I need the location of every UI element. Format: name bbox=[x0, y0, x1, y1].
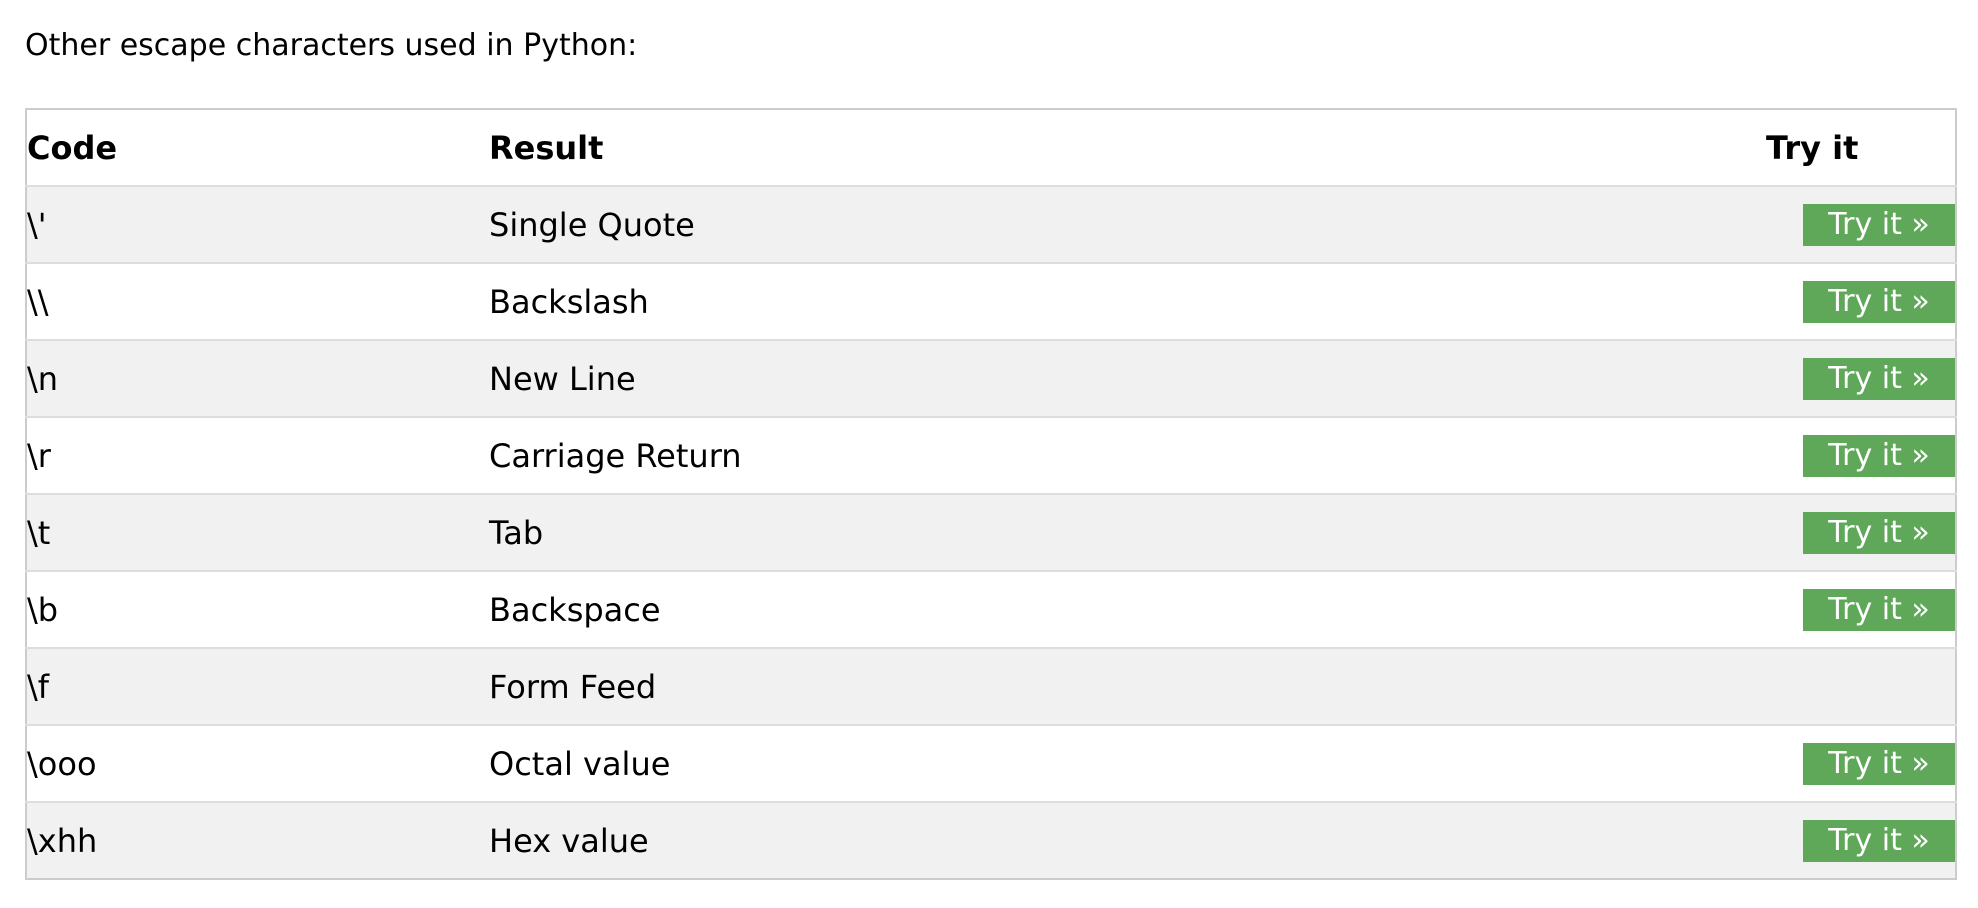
result-cell: Form Feed bbox=[489, 648, 1766, 726]
table-row: \ooo Octal value Try it » bbox=[26, 725, 1956, 803]
try-cell: Try it » bbox=[1766, 417, 1956, 495]
code-cell: \\ bbox=[26, 263, 489, 341]
try-cell: Try it » bbox=[1766, 340, 1956, 418]
result-cell: Carriage Return bbox=[489, 417, 1766, 495]
result-cell: Hex value bbox=[489, 802, 1766, 879]
code-cell: \n bbox=[26, 340, 489, 418]
header-try-it: Try it bbox=[1766, 109, 1956, 187]
intro-text: Other escape characters used in Python: bbox=[25, 28, 638, 63]
code-cell: \b bbox=[26, 571, 489, 649]
table-row: \f Form Feed bbox=[26, 648, 1956, 726]
code-cell: \f bbox=[26, 648, 489, 726]
result-cell: Backslash bbox=[489, 263, 1766, 341]
try-cell: Try it » bbox=[1766, 263, 1956, 341]
try-it-button[interactable]: Try it » bbox=[1803, 588, 1955, 631]
code-cell: \' bbox=[26, 186, 489, 264]
result-cell: Single Quote bbox=[489, 186, 1766, 264]
header-result: Result bbox=[489, 109, 1766, 187]
try-it-button[interactable]: Try it » bbox=[1803, 434, 1955, 477]
try-it-button[interactable]: Try it » bbox=[1803, 280, 1955, 323]
try-cell: Try it » bbox=[1766, 725, 1956, 803]
table-header-row: Code Result Try it bbox=[26, 109, 1956, 187]
table-row: \b Backspace Try it » bbox=[26, 571, 1956, 649]
table-row: \' Single Quote Try it » bbox=[26, 186, 1956, 264]
table-row: \xhh Hex value Try it » bbox=[26, 802, 1956, 879]
result-cell: Tab bbox=[489, 494, 1766, 572]
try-it-button[interactable]: Try it » bbox=[1803, 819, 1955, 862]
result-cell: Octal value bbox=[489, 725, 1766, 803]
table-row: \r Carriage Return Try it » bbox=[26, 417, 1956, 495]
try-it-button[interactable]: Try it » bbox=[1803, 357, 1955, 400]
code-cell: \xhh bbox=[26, 802, 489, 879]
table-row: \\ Backslash Try it » bbox=[26, 263, 1956, 341]
try-cell-empty bbox=[1766, 648, 1956, 726]
code-cell: \r bbox=[26, 417, 489, 495]
try-cell: Try it » bbox=[1766, 186, 1956, 264]
result-cell: Backspace bbox=[489, 571, 1766, 649]
try-it-button[interactable]: Try it » bbox=[1803, 203, 1955, 246]
try-cell: Try it » bbox=[1766, 494, 1956, 572]
code-cell: \t bbox=[26, 494, 489, 572]
table-row: \t Tab Try it » bbox=[26, 494, 1956, 572]
code-cell: \ooo bbox=[26, 725, 489, 803]
try-it-button[interactable]: Try it » bbox=[1803, 511, 1955, 554]
result-cell: New Line bbox=[489, 340, 1766, 418]
header-code: Code bbox=[26, 109, 489, 187]
try-cell: Try it » bbox=[1766, 802, 1956, 879]
try-it-button[interactable]: Try it » bbox=[1803, 742, 1955, 785]
try-cell: Try it » bbox=[1766, 571, 1956, 649]
table-row: \n New Line Try it » bbox=[26, 340, 1956, 418]
escape-characters-table: Code Result Try it \' Single Quote Try i… bbox=[25, 108, 1957, 880]
